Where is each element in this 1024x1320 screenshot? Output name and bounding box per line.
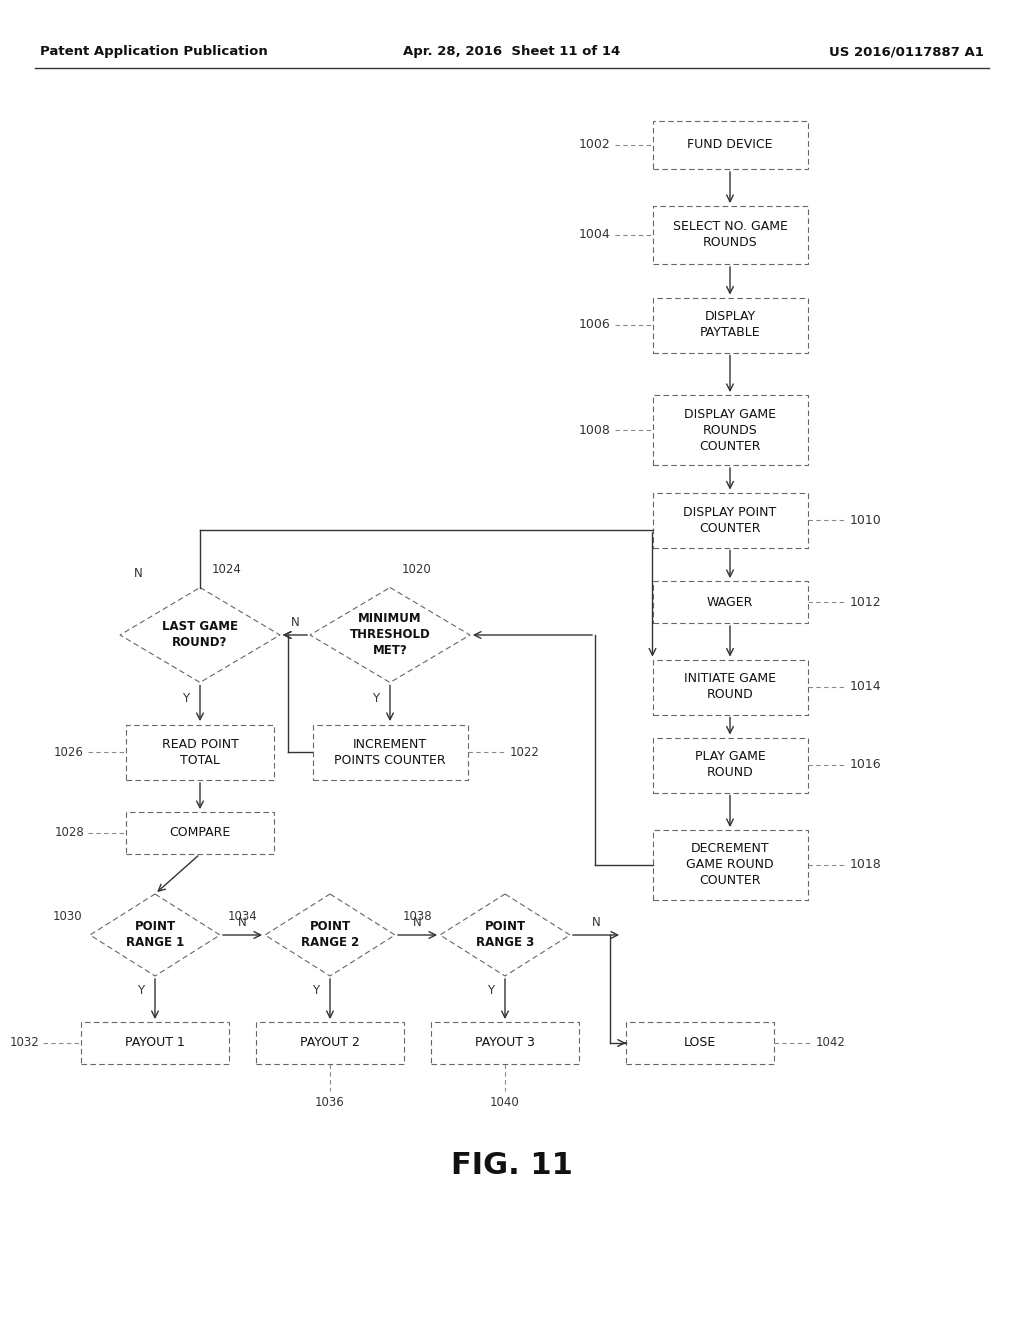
Text: FIG. 11: FIG. 11 xyxy=(451,1151,573,1180)
FancyBboxPatch shape xyxy=(652,738,808,792)
Text: 1022: 1022 xyxy=(510,746,540,759)
FancyBboxPatch shape xyxy=(652,297,808,352)
FancyBboxPatch shape xyxy=(652,206,808,264)
Text: 1014: 1014 xyxy=(850,681,881,693)
Text: N: N xyxy=(413,916,422,928)
Text: 1040: 1040 xyxy=(490,1097,520,1110)
FancyBboxPatch shape xyxy=(626,1022,774,1064)
Text: 1020: 1020 xyxy=(402,564,432,576)
Text: 1012: 1012 xyxy=(850,595,881,609)
Text: 1030: 1030 xyxy=(52,911,82,924)
Polygon shape xyxy=(440,894,570,975)
Text: N: N xyxy=(291,616,299,630)
Text: DISPLAY GAME
ROUNDS
COUNTER: DISPLAY GAME ROUNDS COUNTER xyxy=(684,408,776,453)
Text: PAYOUT 2: PAYOUT 2 xyxy=(300,1036,360,1049)
Text: 1004: 1004 xyxy=(579,228,610,242)
FancyBboxPatch shape xyxy=(652,395,808,465)
Text: POINT
RANGE 3: POINT RANGE 3 xyxy=(476,920,535,949)
Text: PAYOUT 3: PAYOUT 3 xyxy=(475,1036,535,1049)
FancyBboxPatch shape xyxy=(652,121,808,169)
Text: LOSE: LOSE xyxy=(684,1036,716,1049)
Text: DISPLAY
PAYTABLE: DISPLAY PAYTABLE xyxy=(699,310,760,339)
Text: POINT
RANGE 1: POINT RANGE 1 xyxy=(126,920,184,949)
Text: 1024: 1024 xyxy=(212,564,242,576)
Text: Y: Y xyxy=(373,692,380,705)
Text: 1010: 1010 xyxy=(850,513,882,527)
Polygon shape xyxy=(90,894,220,975)
Polygon shape xyxy=(265,894,395,975)
Text: 1034: 1034 xyxy=(227,911,257,924)
Text: N: N xyxy=(592,916,600,928)
FancyBboxPatch shape xyxy=(652,830,808,900)
Text: 1026: 1026 xyxy=(54,746,84,759)
Text: 1028: 1028 xyxy=(54,826,84,840)
FancyBboxPatch shape xyxy=(652,492,808,548)
Text: FUND DEVICE: FUND DEVICE xyxy=(687,139,773,152)
Text: Y: Y xyxy=(312,983,319,997)
Text: Patent Application Publication: Patent Application Publication xyxy=(40,45,267,58)
Text: N: N xyxy=(239,916,247,928)
FancyBboxPatch shape xyxy=(312,725,468,780)
Text: 1016: 1016 xyxy=(850,759,881,771)
Text: Y: Y xyxy=(487,983,495,997)
Text: N: N xyxy=(133,568,142,579)
Text: 1042: 1042 xyxy=(816,1036,846,1049)
FancyBboxPatch shape xyxy=(652,581,808,623)
Text: READ POINT
TOTAL: READ POINT TOTAL xyxy=(162,738,239,767)
Text: INITIATE GAME
ROUND: INITIATE GAME ROUND xyxy=(684,672,776,701)
Text: 1006: 1006 xyxy=(579,318,610,331)
Text: COMPARE: COMPARE xyxy=(169,826,230,840)
Text: INCREMENT
POINTS COUNTER: INCREMENT POINTS COUNTER xyxy=(334,738,445,767)
Text: WAGER: WAGER xyxy=(707,595,754,609)
Text: DECREMENT
GAME ROUND
COUNTER: DECREMENT GAME ROUND COUNTER xyxy=(686,842,774,887)
Text: Y: Y xyxy=(182,692,189,705)
Text: LAST GAME
ROUND?: LAST GAME ROUND? xyxy=(162,620,238,649)
Text: 1032: 1032 xyxy=(9,1036,39,1049)
Text: 1018: 1018 xyxy=(850,858,882,871)
FancyBboxPatch shape xyxy=(126,812,274,854)
Text: MINIMUM
THRESHOLD
MET?: MINIMUM THRESHOLD MET? xyxy=(349,612,430,657)
Text: POINT
RANGE 2: POINT RANGE 2 xyxy=(301,920,359,949)
Text: PAYOUT 1: PAYOUT 1 xyxy=(125,1036,185,1049)
Polygon shape xyxy=(120,587,280,682)
Text: 1038: 1038 xyxy=(402,911,432,924)
Text: DISPLAY POINT
COUNTER: DISPLAY POINT COUNTER xyxy=(683,506,776,535)
FancyBboxPatch shape xyxy=(652,660,808,714)
Text: Y: Y xyxy=(137,983,144,997)
FancyBboxPatch shape xyxy=(126,725,274,780)
FancyBboxPatch shape xyxy=(256,1022,404,1064)
Text: PLAY GAME
ROUND: PLAY GAME ROUND xyxy=(694,751,765,780)
FancyBboxPatch shape xyxy=(81,1022,229,1064)
Text: Apr. 28, 2016  Sheet 11 of 14: Apr. 28, 2016 Sheet 11 of 14 xyxy=(403,45,621,58)
Text: SELECT NO. GAME
ROUNDS: SELECT NO. GAME ROUNDS xyxy=(673,220,787,249)
FancyBboxPatch shape xyxy=(431,1022,579,1064)
Text: 1036: 1036 xyxy=(315,1097,345,1110)
Polygon shape xyxy=(310,587,470,682)
Text: 1008: 1008 xyxy=(579,424,610,437)
Text: 1002: 1002 xyxy=(579,139,610,152)
Text: US 2016/0117887 A1: US 2016/0117887 A1 xyxy=(829,45,984,58)
